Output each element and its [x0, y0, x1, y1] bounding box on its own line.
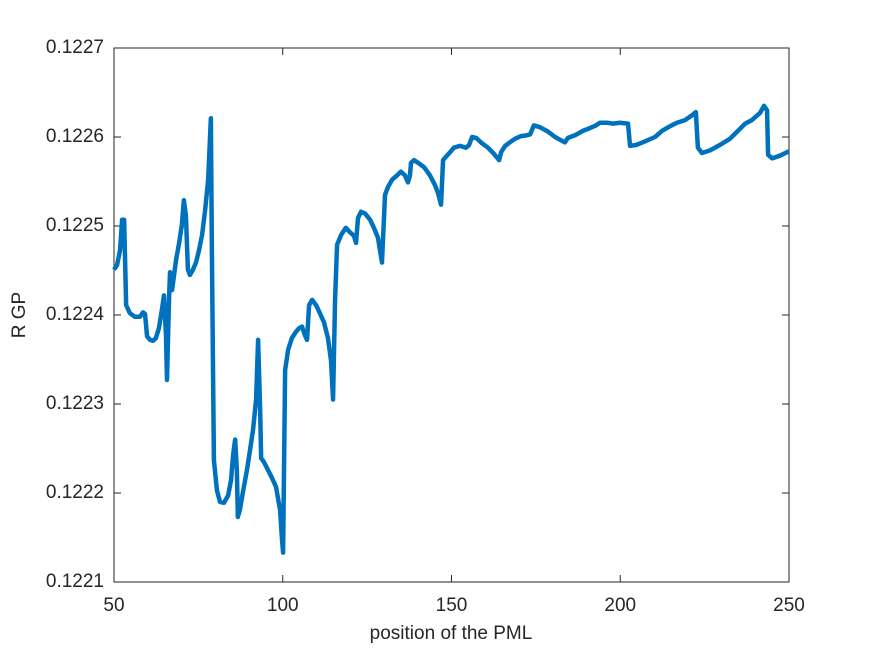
y-tick-label: 0.1227 [46, 37, 104, 58]
y-tick-label: 0.1222 [46, 482, 104, 503]
y-tick-label: 0.1223 [46, 393, 104, 414]
y-tick-label: 0.1224 [46, 304, 105, 325]
y-tick-label: 0.1225 [46, 215, 104, 236]
y-tick-label: 0.1226 [46, 126, 104, 147]
x-tick-label: 150 [436, 595, 468, 616]
x-tick-label: 100 [267, 595, 299, 616]
data-line [112, 103, 790, 555]
x-axis-label: position of the PML [370, 623, 533, 644]
y-tick-label: 0.1221 [46, 571, 104, 592]
x-tick-label: 250 [773, 595, 805, 616]
y-axis-label: R GP [9, 292, 30, 338]
x-tick-label: 50 [103, 595, 124, 616]
x-tick-label: 200 [604, 595, 636, 616]
plot-box [113, 47, 790, 583]
